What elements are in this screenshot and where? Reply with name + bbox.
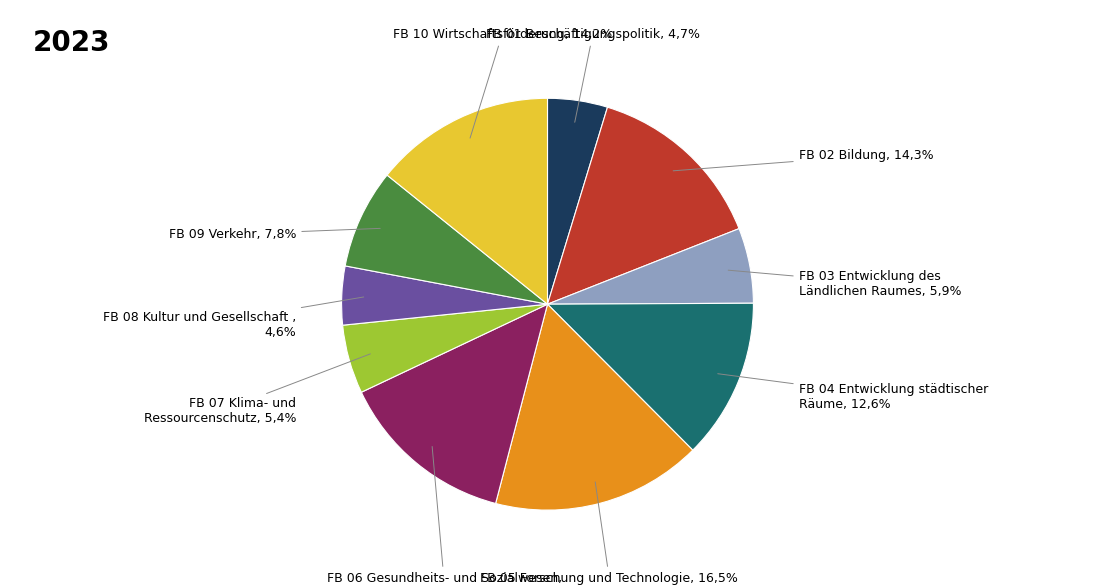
Wedge shape	[496, 304, 693, 510]
Wedge shape	[548, 229, 753, 304]
Text: FB 02 Bildung, 14,3%: FB 02 Bildung, 14,3%	[673, 149, 933, 171]
Wedge shape	[345, 175, 548, 304]
Wedge shape	[388, 98, 548, 304]
Text: FB 04 Entwicklung städtischer
Räume, 12,6%: FB 04 Entwicklung städtischer Räume, 12,…	[717, 374, 988, 411]
Text: FB 10 Wirtschaftsförderung, 14,2%: FB 10 Wirtschaftsförderung, 14,2%	[393, 27, 612, 138]
Text: FB 05 Forschung und Technologie, 16,5%: FB 05 Forschung und Technologie, 16,5%	[481, 482, 738, 585]
Text: 2023: 2023	[33, 29, 111, 57]
Text: FB 06 Gesundheits- und Sozialwesen,
13,9%: FB 06 Gesundheits- und Sozialwesen, 13,9…	[327, 446, 562, 585]
Wedge shape	[342, 266, 548, 325]
Wedge shape	[361, 304, 548, 504]
Wedge shape	[343, 304, 548, 393]
Wedge shape	[548, 303, 753, 450]
Wedge shape	[548, 98, 608, 304]
Text: FB 07 Klima- und
Ressourcenschutz, 5,4%: FB 07 Klima- und Ressourcenschutz, 5,4%	[143, 354, 370, 425]
Text: FB 09 Verkehr, 7,8%: FB 09 Verkehr, 7,8%	[169, 228, 380, 240]
Text: FB 08 Kultur und Gesellschaft ,
4,6%: FB 08 Kultur und Gesellschaft , 4,6%	[103, 297, 364, 339]
Text: FB 03 Entwicklung des
Ländlichen Raumes, 5,9%: FB 03 Entwicklung des Ländlichen Raumes,…	[728, 270, 961, 298]
Text: FB 01 Beschäftigungspolitik, 4,7%: FB 01 Beschäftigungspolitik, 4,7%	[486, 27, 700, 122]
Wedge shape	[548, 107, 739, 304]
